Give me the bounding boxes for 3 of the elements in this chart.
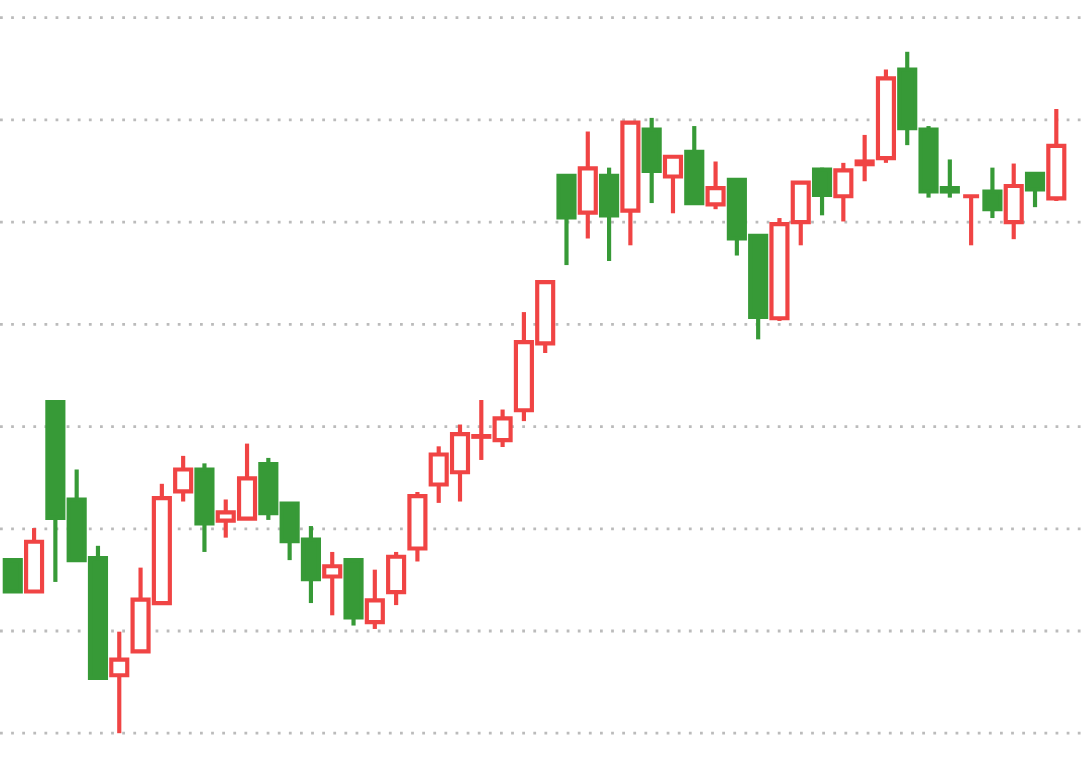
candlestick [109,629,130,736]
candlestick [982,165,1003,221]
candlestick [577,129,598,241]
